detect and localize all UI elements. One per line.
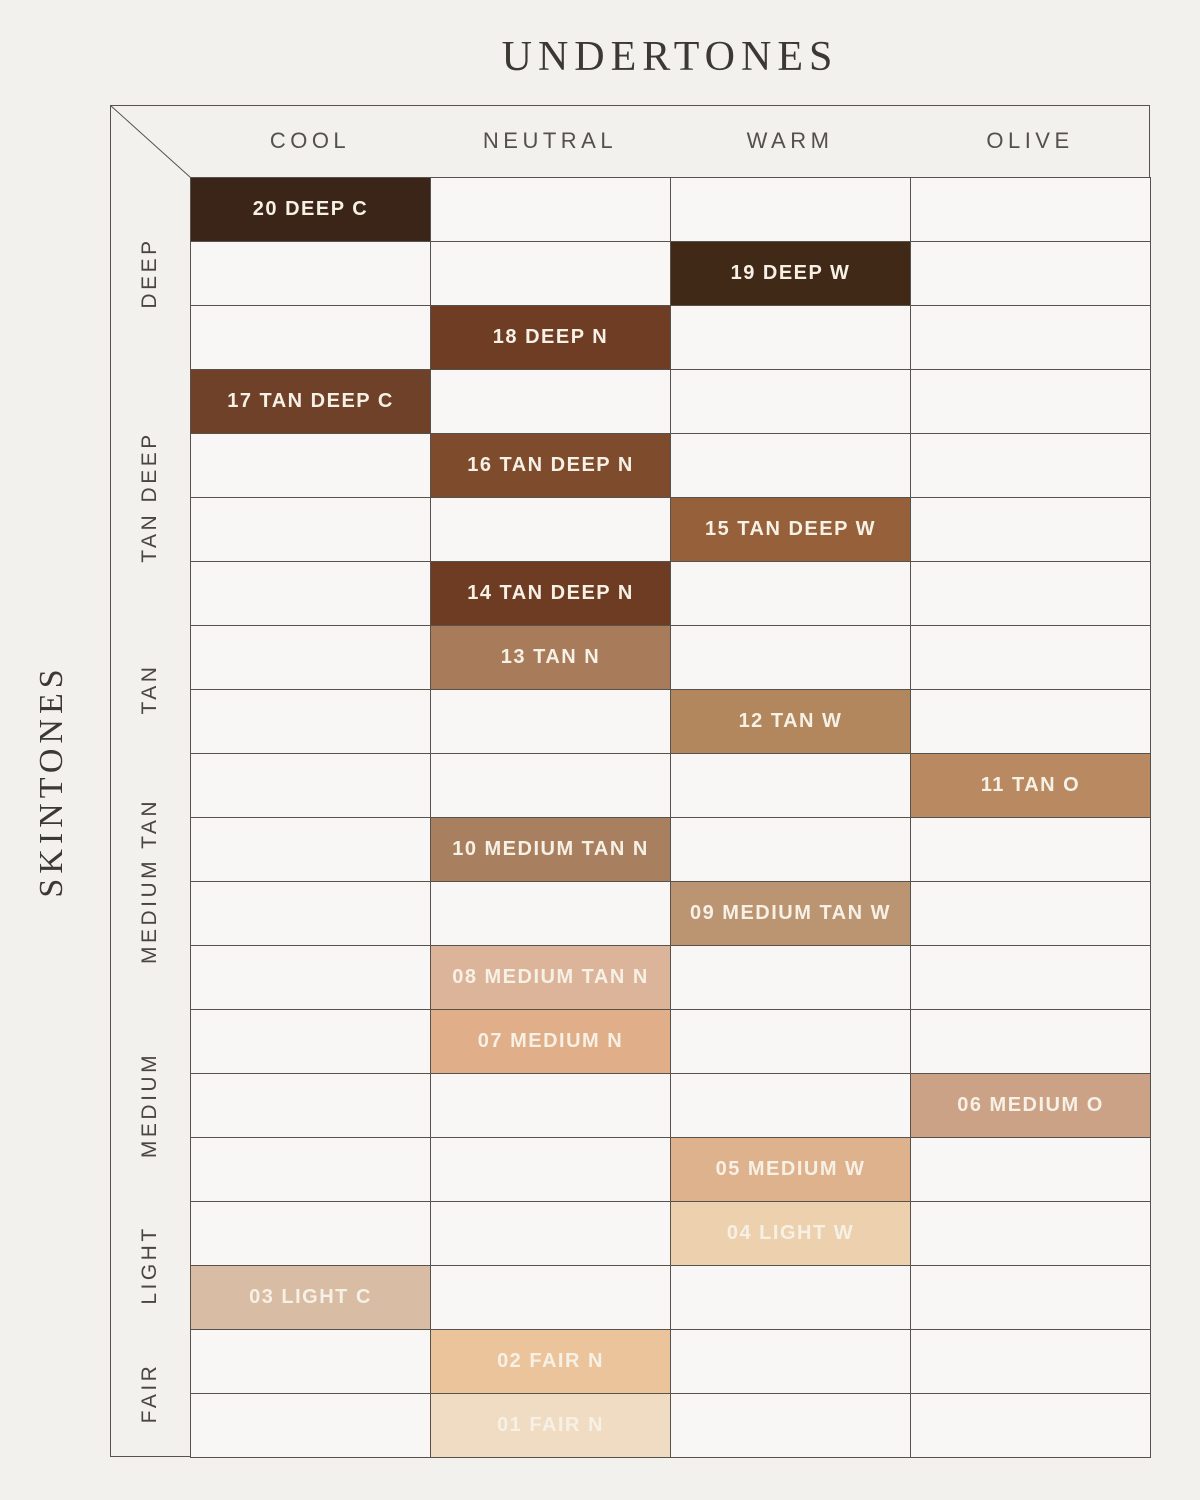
column-axis-title: UNDERTONES: [501, 34, 839, 80]
row-group-label-light: LIGHT: [138, 1225, 161, 1305]
shade-cell-14-tan-deep-n: 14 TAN DEEP N: [431, 562, 671, 626]
shade-cell-06-medium-o: 06 MEDIUM O: [911, 1074, 1151, 1138]
shade-cell-01-fair-n: 01 FAIR N: [431, 1394, 671, 1458]
shade-cell-09-medium-tan-w: 09 MEDIUM TAN W: [671, 882, 911, 946]
shade-cell-08-medium-tan-n: 08 MEDIUM TAN N: [431, 946, 671, 1010]
row-group-label-deep: DEEP: [138, 237, 161, 309]
shade-cell-18-deep-n: 18 DEEP N: [431, 306, 671, 370]
shade-cell-07-medium-n: 07 MEDIUM N: [431, 1010, 671, 1074]
corner-diagonal-line: [110, 105, 191, 178]
row-group-label-fair: FAIR: [138, 1362, 161, 1424]
shade-cell-19-deep-w: 19 DEEP W: [671, 242, 911, 306]
column-header-cool: COOL: [269, 128, 351, 153]
shade-cell-12-tan-w: 12 TAN W: [671, 690, 911, 754]
shade-cell-03-light-c: 03 LIGHT C: [191, 1266, 431, 1330]
shade-cell-10-medium-tan-n: 10 MEDIUM TAN N: [431, 818, 671, 882]
row-axis-title: SKINTONES: [33, 664, 70, 898]
shade-cell-05-medium-w: 05 MEDIUM W: [671, 1138, 911, 1202]
shade-cell-11-tan-o: 11 TAN O: [911, 754, 1151, 818]
shade-cell-16-tan-deep-n: 16 TAN DEEP N: [431, 434, 671, 498]
column-header-neutral: NEUTRAL: [482, 128, 618, 153]
shade-cell-20-deep-c: 20 DEEP C: [191, 178, 431, 242]
shade-cell-17-tan-deep-c: 17 TAN DEEP C: [191, 370, 431, 434]
shade-cell-02-fair-n: 02 FAIR N: [431, 1330, 671, 1394]
row-group-label-tan-deep: TAN DEEP: [138, 431, 161, 563]
row-group-label-tan: TAN: [138, 663, 161, 715]
shade-cell-13-tan-n: 13 TAN N: [431, 626, 671, 690]
shade-grid: 20 DEEP C 19 DEEP W 18 DEEP N 17 TAN DEE…: [190, 177, 1151, 1458]
row-group-label-medium-tan: MEDIUM TAN: [138, 797, 161, 965]
row-group-label-medium: MEDIUM: [138, 1051, 161, 1159]
shade-cell-15-tan-deep-w: 15 TAN DEEP W: [671, 498, 911, 562]
shade-cell-04-light-w: 04 LIGHT W: [671, 1202, 911, 1266]
column-header-olive: OLIVE: [986, 128, 1074, 153]
column-header-warm: WARM: [746, 128, 834, 153]
